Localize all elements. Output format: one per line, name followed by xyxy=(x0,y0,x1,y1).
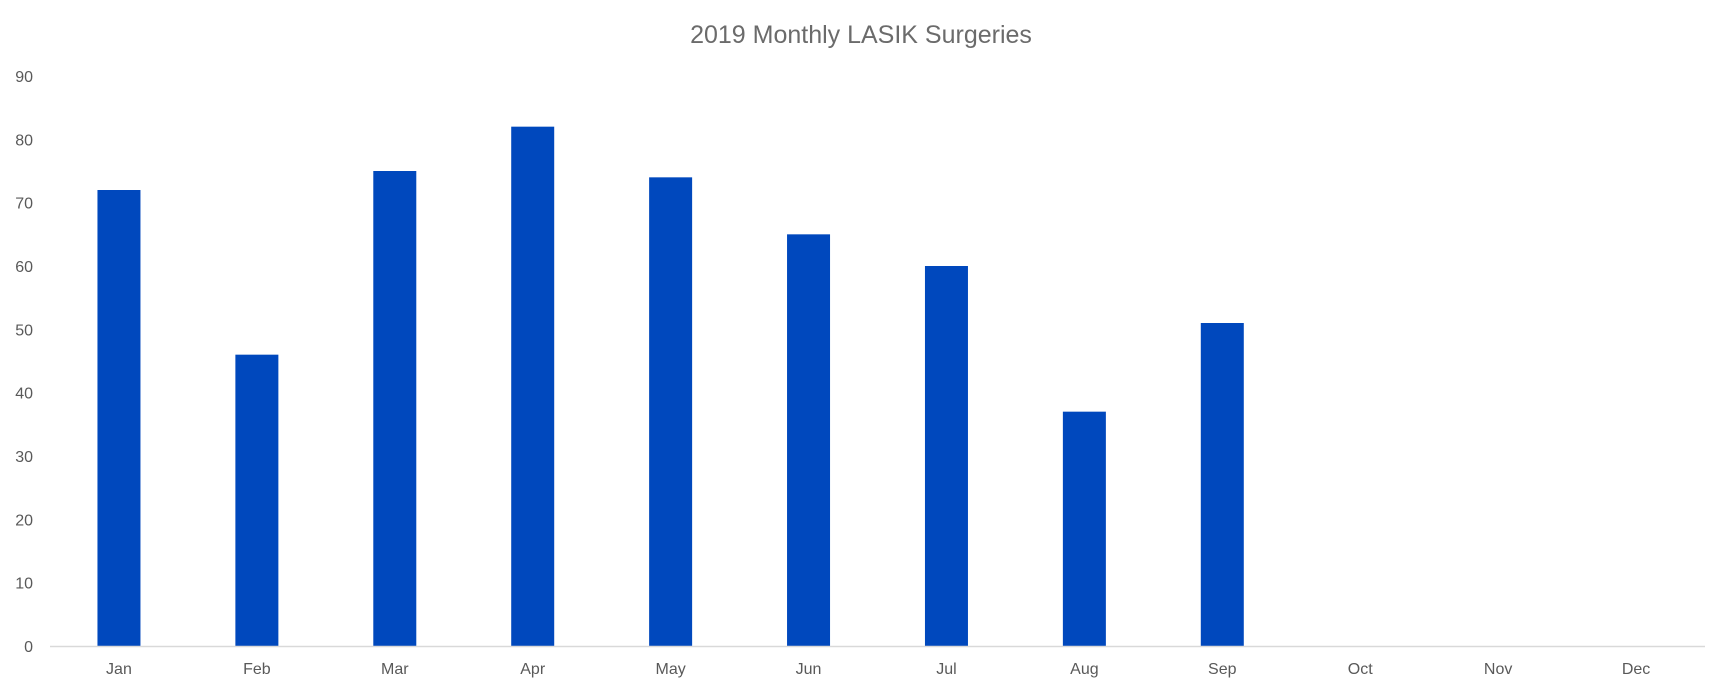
y-tick-label: 20 xyxy=(15,512,33,529)
bar-jul xyxy=(924,266,968,646)
x-tick-label-dec: Dec xyxy=(1622,661,1650,678)
bar-sep xyxy=(1200,323,1244,646)
bar-mar xyxy=(373,171,417,646)
bar-may xyxy=(649,177,693,647)
x-tick-label-mar: Mar xyxy=(381,661,409,678)
y-tick-label: 10 xyxy=(15,576,33,593)
x-tick-label-jul: Jul xyxy=(936,661,956,678)
x-tick-label-oct: Oct xyxy=(1348,661,1373,678)
bars xyxy=(97,126,1244,647)
y-axis-ticks: 0 10 20 30 40 50 60 70 80 90 xyxy=(15,69,33,656)
x-tick-label-jan: Jan xyxy=(106,661,132,678)
y-tick-label: 0 xyxy=(24,639,33,656)
y-tick-label: 40 xyxy=(15,386,33,403)
x-axis-ticks: Jan Feb Mar Apr May Jun Jul Aug Sep Oct Nov Dec xyxy=(106,661,1650,678)
bar-feb xyxy=(235,354,279,646)
x-tick-label-nov: Nov xyxy=(1484,661,1512,678)
bar-jun xyxy=(787,234,831,647)
x-tick-label-jun: Jun xyxy=(796,661,822,678)
bar-jan xyxy=(97,190,141,646)
y-tick-label: 50 xyxy=(15,322,33,339)
y-tick-label: 70 xyxy=(15,196,33,213)
bar-apr xyxy=(511,126,555,646)
x-tick-label-aug: Aug xyxy=(1070,661,1098,678)
y-tick-label: 60 xyxy=(15,259,33,276)
chart-title: 2019 Monthly LASIK Surgeries xyxy=(690,21,1032,49)
x-tick-label-sep: Sep xyxy=(1208,661,1237,678)
x-tick-label-apr: Apr xyxy=(520,661,546,678)
y-tick-label: 90 xyxy=(15,69,33,86)
x-tick-label-may: May xyxy=(656,661,686,678)
bar-aug xyxy=(1062,411,1106,646)
y-tick-label: 80 xyxy=(15,132,33,149)
y-tick-label: 30 xyxy=(15,449,33,466)
x-tick-label-feb: Feb xyxy=(243,661,271,678)
